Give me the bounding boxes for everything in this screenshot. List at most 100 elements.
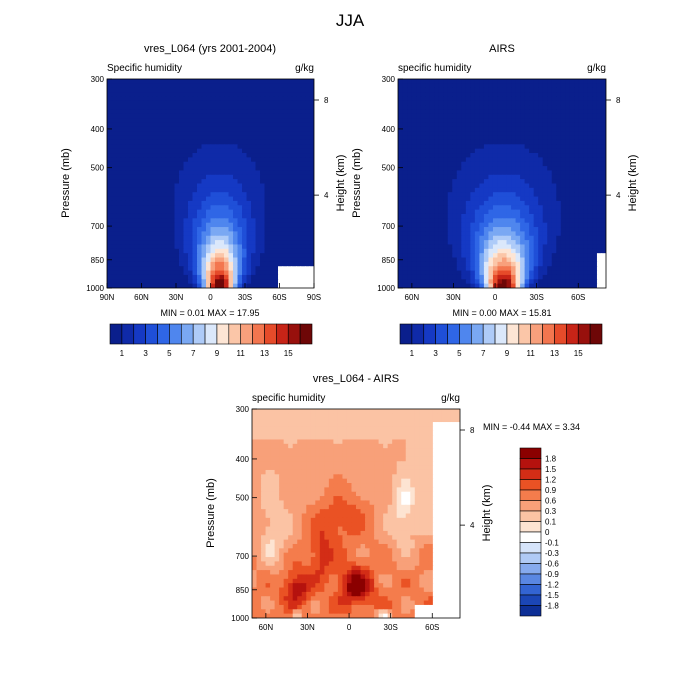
contour-cell	[260, 131, 266, 137]
contour-cell	[596, 270, 603, 276]
contour-cell	[511, 205, 517, 211]
contour-cell	[434, 231, 440, 237]
contour-cell	[560, 179, 566, 185]
contour-cell	[107, 92, 113, 98]
contour-cell	[129, 183, 135, 189]
contour-cell	[297, 413, 303, 419]
contour-cell	[201, 92, 207, 98]
contour-cell	[174, 87, 180, 93]
contour-cell	[278, 166, 284, 172]
contour-cell	[479, 257, 485, 263]
contour-cell	[134, 279, 140, 285]
contour-cell	[129, 157, 135, 163]
contour-cell	[224, 187, 230, 193]
contour-cell	[402, 213, 408, 219]
contour-cell	[601, 266, 606, 272]
contour-cell	[346, 439, 353, 445]
contour-cell	[260, 144, 266, 150]
contour-cell	[542, 253, 548, 259]
contour-cell	[319, 409, 325, 414]
contour-cell	[174, 179, 180, 185]
contour-cell	[129, 227, 135, 232]
contour-cell	[465, 261, 471, 267]
contour-cell	[278, 174, 284, 180]
contour-cell	[560, 131, 566, 137]
contour-cell	[192, 261, 198, 267]
contour-cell	[398, 174, 404, 180]
contour-cell	[188, 170, 194, 176]
contour-cell	[402, 113, 408, 119]
contour-cell	[438, 157, 444, 163]
contour-cell	[432, 413, 438, 419]
contour-cell	[447, 170, 453, 176]
contour-cell	[524, 279, 530, 285]
contour-cell	[120, 96, 126, 102]
contour-cell	[192, 126, 198, 132]
contour-cell	[107, 79, 113, 84]
contour-cell	[438, 109, 444, 115]
contour-cell	[524, 192, 530, 198]
contour-cell	[111, 139, 117, 145]
contour-cell	[425, 96, 431, 102]
contour-cell	[342, 439, 348, 445]
contour-cell	[242, 174, 248, 180]
contour-cell	[246, 148, 252, 154]
contour-cell	[165, 170, 171, 176]
contour-cell	[414, 417, 420, 423]
contour-cell	[450, 435, 457, 441]
contour-cell	[387, 448, 393, 454]
contour-cell	[479, 227, 485, 232]
contour-cell	[402, 231, 408, 237]
contour-cell	[255, 227, 261, 232]
contour-cell	[443, 170, 449, 176]
contour-cell	[587, 144, 594, 150]
contour-cell	[425, 161, 431, 167]
contour-cell	[574, 257, 580, 263]
contour-cell	[278, 274, 284, 280]
contour-cell	[107, 270, 113, 276]
contour-cell	[420, 222, 426, 228]
contour-cell	[538, 96, 544, 102]
contour-cell	[319, 413, 325, 419]
contour-cell	[251, 279, 257, 285]
colorbar-swatch	[459, 323, 472, 345]
contour-cell	[120, 105, 126, 111]
contour-cell	[596, 261, 603, 267]
contour-cell	[188, 227, 194, 232]
contour-cell	[515, 266, 521, 272]
contour-cell	[287, 131, 293, 137]
contour-cell	[601, 131, 606, 137]
contour-cell	[425, 235, 431, 241]
contour-cell	[470, 148, 476, 154]
contour-cell	[470, 240, 476, 246]
contour-cell	[470, 222, 476, 228]
contour-cell	[438, 148, 444, 154]
contour-cell	[224, 122, 230, 128]
contour-cell	[246, 248, 252, 254]
contour-cell	[260, 279, 266, 285]
contour-cell	[520, 87, 526, 93]
contour-cell	[237, 253, 243, 259]
contour-cell	[502, 122, 508, 128]
contour-cell	[260, 109, 266, 115]
contour-cell	[274, 426, 280, 432]
contour-cell	[156, 144, 162, 150]
contour-cell	[356, 443, 362, 449]
contour-cell	[273, 222, 279, 228]
contour-cell	[170, 170, 176, 176]
contour-cell	[215, 196, 221, 202]
contour-cell	[201, 153, 207, 158]
contour-cell	[542, 83, 548, 89]
contour-cell	[161, 118, 167, 124]
contour-cell	[560, 174, 566, 180]
contour-cell	[215, 257, 221, 263]
contour-cell	[470, 205, 476, 211]
contour-cell	[455, 439, 460, 445]
contour-cell	[183, 274, 189, 280]
contour-cell	[497, 126, 503, 132]
contour-cell	[447, 148, 453, 154]
contour-cell	[515, 100, 521, 106]
contour-cell	[125, 261, 131, 267]
contour-cell	[156, 96, 162, 102]
